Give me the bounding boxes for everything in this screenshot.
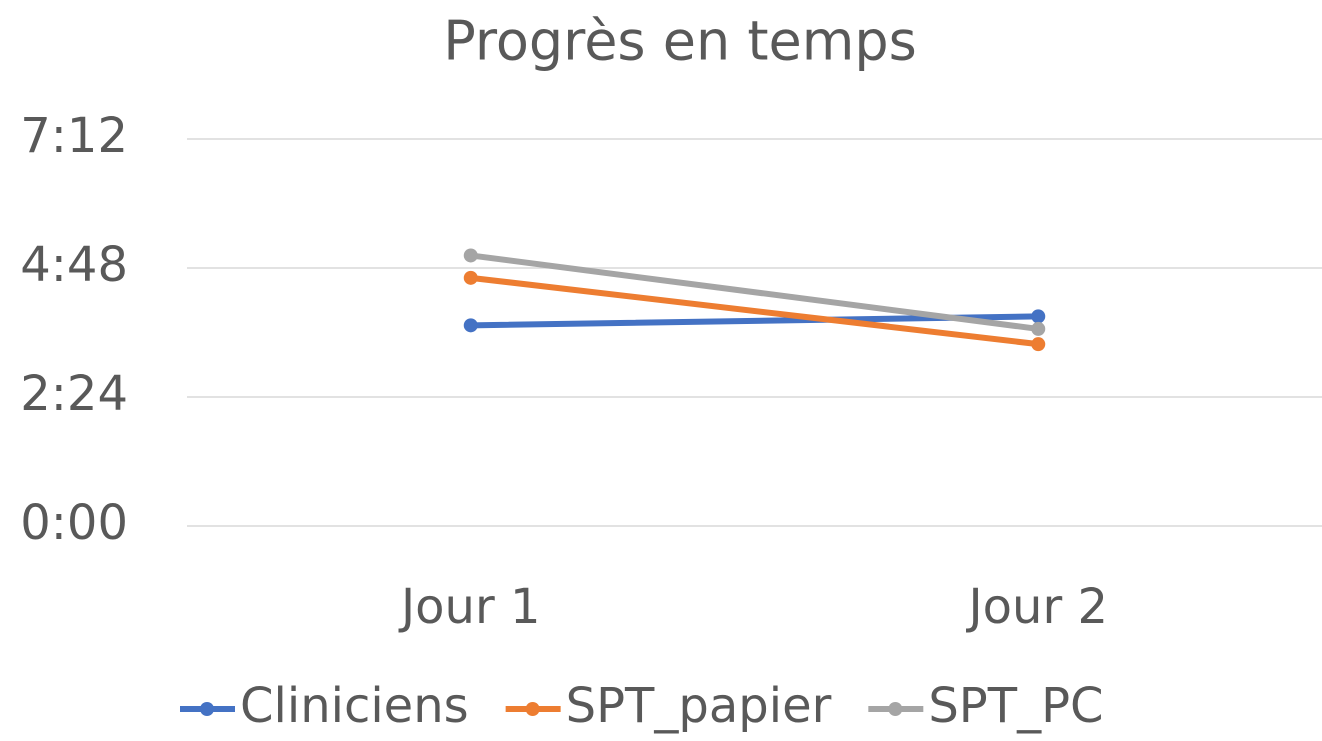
x-tick-label: Jour 1 (398, 579, 540, 635)
legend-marker (525, 702, 540, 716)
y-tick-label: 0:00 (20, 495, 128, 551)
y-tick-label: 2:24 (20, 366, 128, 422)
data-point (463, 270, 478, 285)
legend-marker (200, 702, 214, 716)
y-tick-label: 7:12 (20, 108, 128, 164)
x-tick-label: Jour 2 (966, 579, 1108, 635)
legend-label: SPT_PC (928, 678, 1103, 734)
y-tick-label: 4:48 (20, 237, 128, 293)
data-point (1031, 321, 1046, 336)
data-point (1031, 337, 1046, 352)
legend-marker (888, 702, 903, 716)
series-line (467, 252, 1042, 332)
data-point (1031, 309, 1046, 324)
series-line (467, 274, 1042, 348)
data-point (463, 248, 478, 263)
legend-label: Cliniciens (240, 678, 469, 734)
chart-title: Progrès en temps (443, 10, 917, 73)
legend-label: SPT_papier (566, 678, 832, 734)
data-point (463, 318, 478, 333)
